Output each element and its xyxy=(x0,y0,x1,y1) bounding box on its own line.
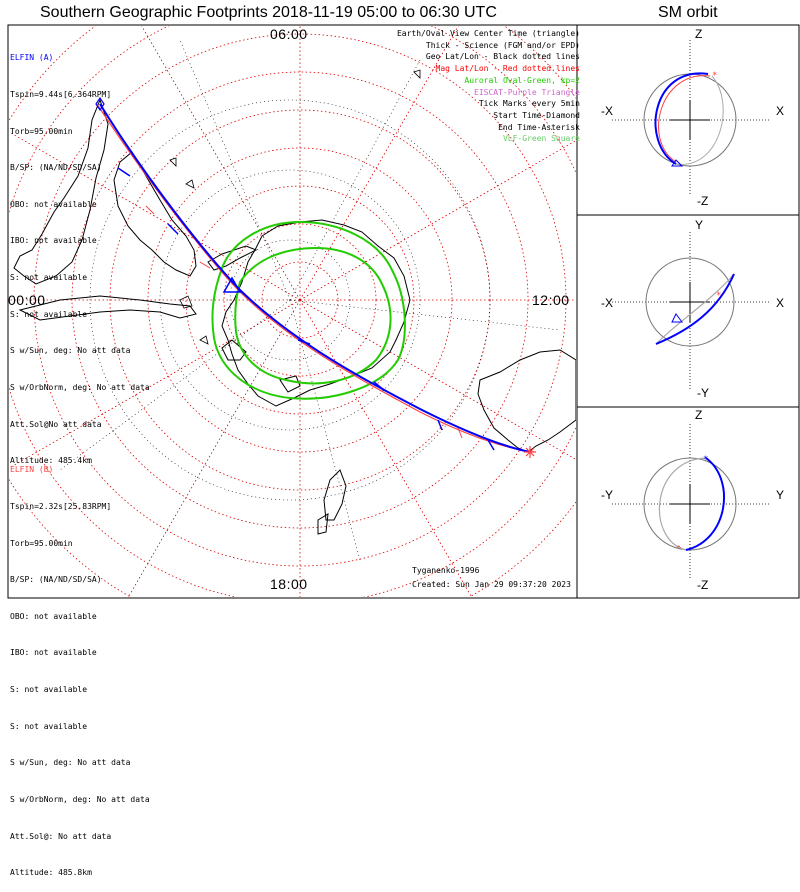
sm-panel-xz: * xyxy=(612,40,770,195)
created-timestamp: Created: Sun Jan 29 09:37:20 2023 xyxy=(412,580,571,589)
elfin-a-ticks xyxy=(117,167,495,451)
elfin-b-ticks xyxy=(145,205,463,439)
elfin-a-line: IBO: not available xyxy=(10,236,97,246)
elfin-b-line: S: not available xyxy=(10,721,88,731)
elfin-a-start-diamond xyxy=(95,96,105,112)
elfin-b-line: B/SP: (NA/ND/SD/SA) xyxy=(10,575,102,585)
legend: Earth/Oval View Center Time (triangle) Th… xyxy=(397,28,580,145)
svg-text:*: * xyxy=(703,455,708,465)
peninsula-coastline xyxy=(221,339,301,393)
sm-yz-orbit-a xyxy=(685,457,725,551)
geo-grid xyxy=(59,39,561,561)
elfin-b-line: Att.Sol@: No att data xyxy=(10,831,112,841)
legend-entry: Geo Lat/Lon - Black dotted lines xyxy=(425,52,580,62)
hour-label-top: 06:00 xyxy=(270,26,308,42)
sm-panel-xy: * xyxy=(612,232,770,390)
sm1-right: X xyxy=(776,104,785,118)
svg-text:*: * xyxy=(716,291,721,301)
elfin-b-line: Tspin=2.32s[25.83RPM] xyxy=(10,502,112,512)
elfin-b-line: S: not available xyxy=(10,685,88,695)
hour-label-bottom: 18:00 xyxy=(270,576,308,592)
elfin-b-info: ELFIN (B) Tspin=2.32s[25.83RPM] Torb=95.… xyxy=(10,440,150,892)
islands xyxy=(169,69,421,189)
sm2-bottom: -Y xyxy=(697,386,709,400)
elfin-a-line: Tspin=9.44s[6.364RPM] xyxy=(10,90,112,100)
legend-entry: Auroral Oval-Green, kp=2 xyxy=(464,75,580,85)
elfin-a-line: OBO: not available xyxy=(10,199,97,209)
elfin-a-line: Att.Sol@No att data xyxy=(10,419,102,429)
elfin-a-line: S w/Sun, deg: No att data xyxy=(10,346,131,356)
elfin-a-line: S: not available xyxy=(10,273,88,283)
sm3-left: -Y xyxy=(601,488,613,502)
sm3-right: Y xyxy=(776,488,785,502)
sm1-top: Z xyxy=(695,27,703,41)
sm-panel-frame-yz xyxy=(576,406,800,599)
africa-coastline xyxy=(18,295,197,321)
elfin-b-header: ELFIN (B) xyxy=(10,465,54,475)
elfin-b-line: OBO: not available xyxy=(10,611,97,621)
sm1-bottom: -Z xyxy=(697,194,709,208)
elfin-a-header: ELFIN (A) xyxy=(10,53,54,63)
model-credit: Tyganenko-1996 xyxy=(412,566,480,575)
sm-xy-orbit-a xyxy=(655,273,735,345)
legend-entry: Start Time-Diamond xyxy=(493,110,580,120)
sm-panel-frame-xy xyxy=(576,214,800,408)
elfin-b-line: S w/OrbNorm, deg: No att data xyxy=(10,794,150,804)
sm1-left: -X xyxy=(601,104,613,118)
elfin-a-info: ELFIN (A) Tspin=9.44s[6.364RPM] Torb=95.… xyxy=(10,28,150,480)
legend-entry: Tick Marks every 5min xyxy=(478,99,580,109)
legend-entry: VLF-Green Square xyxy=(502,134,580,144)
sm-yz-orbit-grey xyxy=(658,457,707,551)
legend-entry: End Time-Asterisk xyxy=(498,122,580,132)
elfin-b-line: Altitude: 485.8km xyxy=(10,868,92,878)
elfin-b-track xyxy=(96,103,535,453)
elfin-a-line: S: not available xyxy=(10,309,88,319)
elfin-a-line: S w/OrbNorm, deg: No att data xyxy=(10,382,150,392)
svg-text:*: * xyxy=(712,71,717,81)
sm3-bottom: -Z xyxy=(697,578,709,592)
elfin-a-line: Altitude: 485.4km xyxy=(10,456,92,466)
hour-label-left: 00:00 xyxy=(8,292,46,308)
sm-xz-orbit-grey xyxy=(675,75,724,165)
sm-xy-orbit-grey xyxy=(655,273,735,345)
auroral-oval xyxy=(211,220,406,400)
orbit-title: SM orbit xyxy=(658,4,718,21)
elfin-end-asterisk xyxy=(524,446,536,458)
elfin-a-track xyxy=(99,103,531,453)
south-america-detail xyxy=(179,295,209,345)
elfin-b-line: S w/Sun, deg: No att data xyxy=(10,758,131,768)
legend-entry: Earth/Oval View Center Time (triangle) xyxy=(396,29,580,38)
footprint-map: * * * ^ xyxy=(7,24,800,599)
main-title: Southern Geographic Footprints 2018-11-1… xyxy=(40,4,497,21)
elfin-b-line: IBO: not available xyxy=(10,648,97,658)
elfin-a-line: B/SP: (NA/ND/SD/SA) xyxy=(10,163,102,173)
elfin-a-line: Torb=95.00min xyxy=(10,126,73,136)
antarctica-coastline xyxy=(207,219,411,407)
legend-entry: EISCAT-Purple Triangle xyxy=(474,87,580,97)
australia-coastline xyxy=(477,349,576,453)
south-america-coastline xyxy=(13,98,197,285)
sm2-left: -X xyxy=(601,296,613,310)
sm3-top: Z xyxy=(695,408,703,422)
sm-panel-yz: * ^ xyxy=(612,424,770,580)
elfin-b-line: Torb=95.00min xyxy=(10,538,73,548)
sm-xz-orbit-a xyxy=(654,72,709,165)
svg-text:^: ^ xyxy=(676,545,682,555)
legend-entry: Thick - Science (FGM and/or EPD) xyxy=(425,40,580,50)
sm-xz-orbit-b xyxy=(658,75,711,163)
sm2-right: X xyxy=(776,296,785,310)
view-center-triangle xyxy=(222,276,242,293)
legend-entry: Mag Lat/Lon - Red dotted lines xyxy=(435,64,581,74)
nz-coastline xyxy=(317,469,347,535)
sm2-top: Y xyxy=(695,218,704,232)
hour-label-right: 12:00 xyxy=(532,292,570,308)
